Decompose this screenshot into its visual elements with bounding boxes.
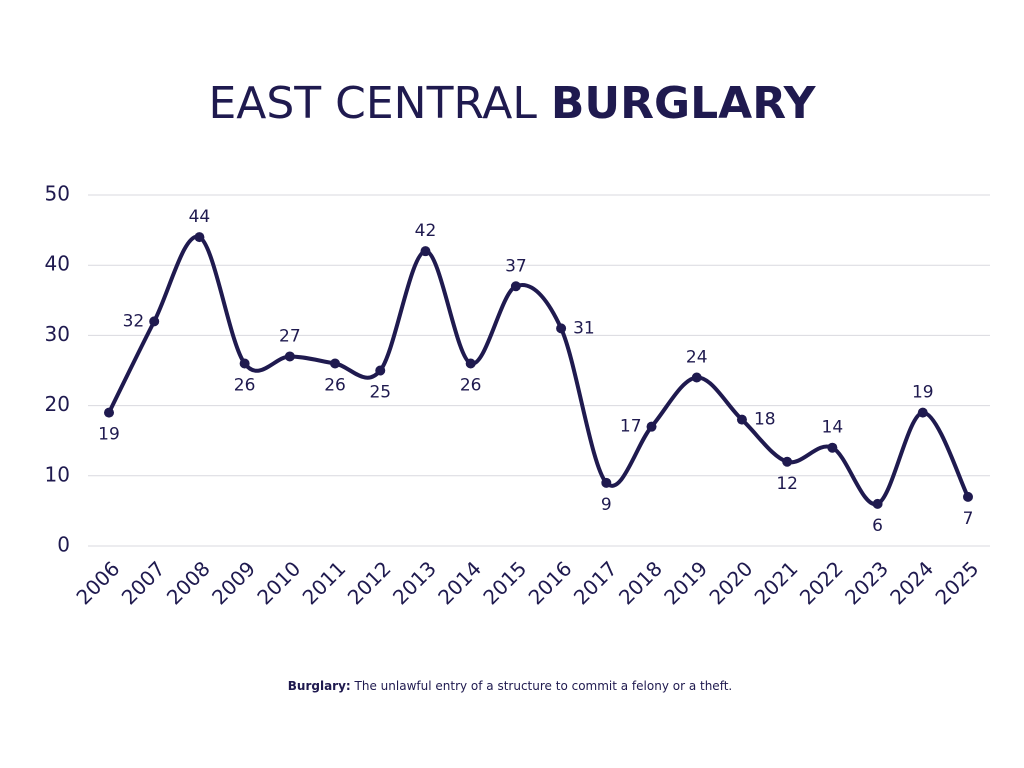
x-tick-label: 2008 [162,556,215,609]
data-label: 17 [620,417,642,437]
x-tick-label: 2016 [524,556,577,609]
point [510,281,521,292]
x-tick-label: 2011 [298,556,351,609]
data-label: 26 [460,375,482,395]
point [330,358,341,369]
y-tick-label: 20 [45,392,70,416]
x-tick-label: 2023 [840,556,893,609]
x-tick-label: 2009 [207,556,260,609]
point [194,232,205,243]
y-tick-label: 30 [45,322,70,346]
x-tick-label: 2017 [569,556,622,609]
data-label: 26 [324,375,346,395]
data-label: 24 [686,348,708,368]
x-tick-label: 2024 [885,556,938,609]
x-tick-label: 2018 [614,556,667,609]
data-label: 27 [279,326,301,346]
point [284,351,295,362]
y-tick-label: 10 [45,462,70,486]
point [149,316,160,327]
footnote-term: Burglary: [288,679,351,693]
point [465,358,476,369]
footnote-definition: The unlawful entry of a structure to com… [354,679,733,693]
point [827,442,838,453]
x-tick-label: 2015 [478,556,531,609]
data-label: 32 [123,311,145,331]
x-tick-label: 2013 [388,556,441,609]
point [375,365,386,376]
point [239,358,250,369]
x-tick-label: 2010 [252,556,305,609]
y-tick-label: 0 [57,533,70,557]
point [556,323,567,334]
footnote: Burglary: The unlawful entry of a struct… [288,679,732,693]
x-tick-label: 2019 [659,556,712,609]
data-label: 26 [234,375,256,395]
data-label: 12 [776,474,798,494]
point [736,414,747,425]
point [104,407,114,418]
data-label: 44 [189,207,211,227]
data-label: 19 [98,425,120,445]
x-tick-label: 2021 [750,556,803,609]
title-bold: BURGLARY [551,78,817,129]
chart-title: EAST CENTRAL BURGLARY [208,78,816,129]
point [782,456,793,467]
title-regular: EAST CENTRAL [208,78,537,129]
data-label: 14 [822,418,844,438]
x-tick-label: 2014 [433,556,486,609]
data-label: 42 [415,221,437,241]
point [917,407,928,418]
x-tick-label: 2020 [704,556,757,609]
y-tick-label: 40 [45,252,70,276]
y-tick-label: 50 [45,182,70,206]
x-tick-label: 2012 [343,556,396,609]
data-label: 31 [573,318,595,338]
line [107,234,970,506]
point [963,491,973,502]
point [646,421,657,432]
data-label: 19 [912,383,934,403]
data-label: 37 [505,256,527,276]
x-tick-label: 2006 [71,556,124,609]
point [691,372,702,383]
point [872,498,883,509]
x-tick-label: 2022 [795,556,848,609]
data-label: 9 [601,495,612,515]
data-label: 6 [872,516,883,536]
x-tick-label: 2007 [117,556,170,609]
point [601,477,612,488]
point [420,246,431,257]
data-label: 25 [369,383,391,403]
data-label: 7 [963,509,974,529]
data-label: 18 [754,410,776,430]
x-tick-label: 2025 [930,556,983,609]
